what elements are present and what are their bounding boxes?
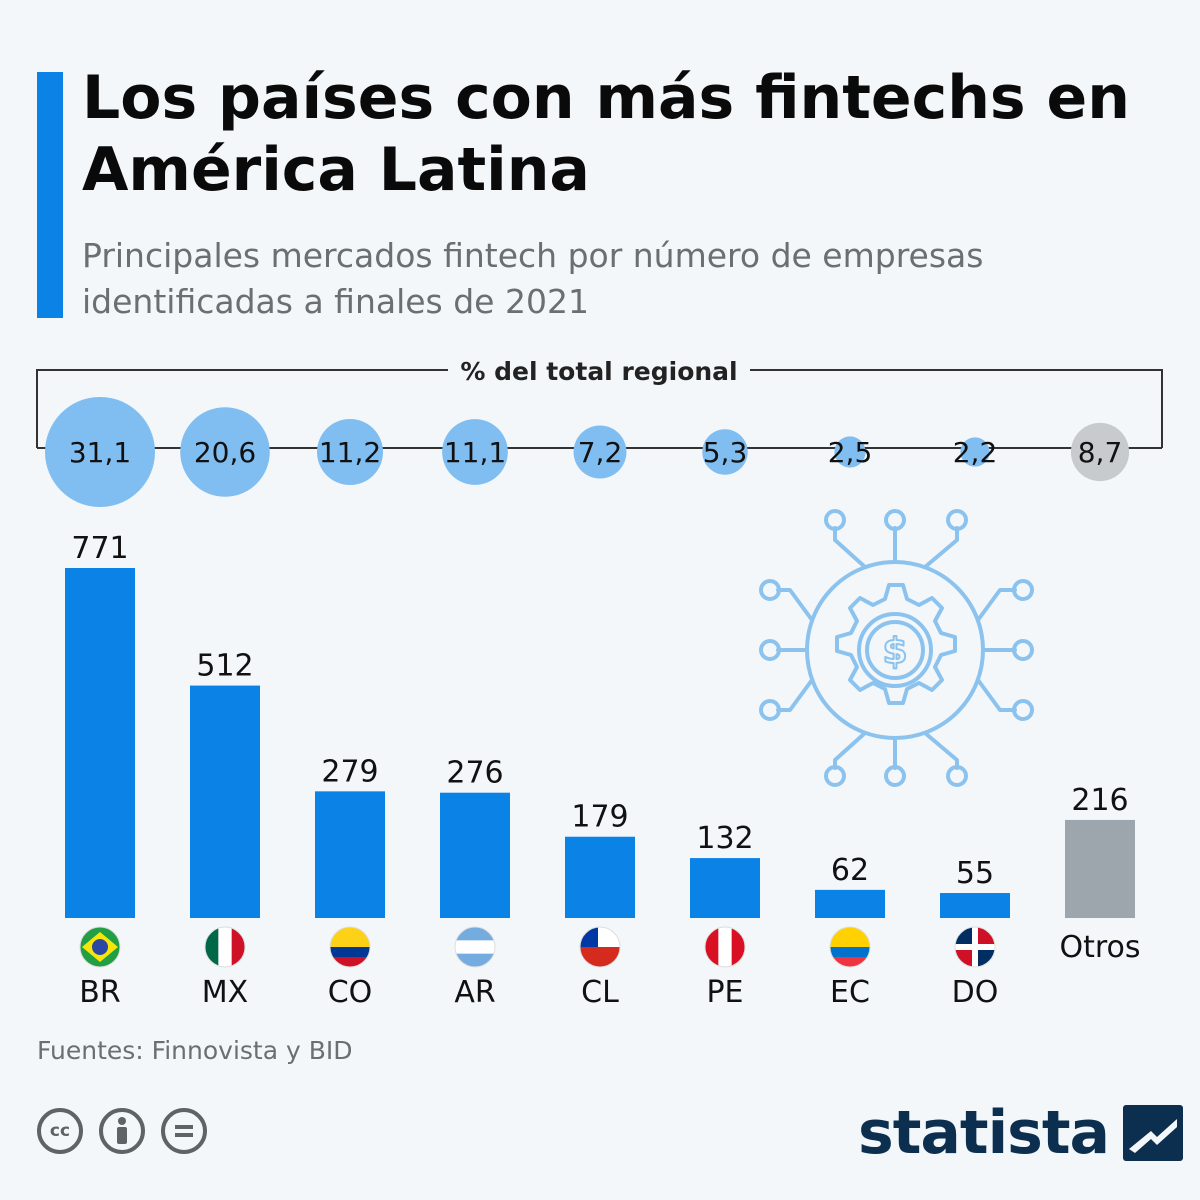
flag-pe-icon <box>704 926 746 968</box>
category-label-do: DO <box>952 975 999 1010</box>
percent-bubble-cl <box>573 425 627 479</box>
percent-label-br: 31,1 <box>69 436 131 469</box>
percent-bubble-br <box>45 397 155 507</box>
flags <box>79 926 996 968</box>
percent-bubble-ec <box>834 436 866 468</box>
no-derivatives-icon <box>161 1108 207 1154</box>
percent-bubble-pe <box>702 429 748 475</box>
value-label-ar: 276 <box>446 756 503 791</box>
flag-mx-icon <box>204 926 246 968</box>
percent-label-ar: 11,1 <box>444 436 506 469</box>
bar-chart: % del total regional 31,1 20,6 11,2 11,1 7,2… <box>36 357 1163 1010</box>
bar-ar <box>440 792 510 918</box>
bar-br <box>65 568 135 918</box>
category-label-br: BR <box>79 975 120 1010</box>
value-label-co: 279 <box>321 754 378 789</box>
percent-label-do: 2,2 <box>953 436 998 469</box>
flag-cl-icon <box>579 926 621 968</box>
bar-do <box>940 893 1010 918</box>
page-title: Los países con más fintechs en América L… <box>82 63 1130 205</box>
percent-label-cl: 7,2 <box>578 436 623 469</box>
value-label-do: 55 <box>956 856 994 891</box>
percent-bubble-mx <box>180 407 270 497</box>
category-label-otros: Otros <box>1059 930 1140 965</box>
license-icons: cc <box>37 1108 207 1154</box>
percent-bracket <box>36 369 1163 448</box>
flag-do-icon <box>954 926 996 968</box>
flag-co-icon <box>329 926 371 968</box>
accent-bar <box>37 72 63 318</box>
statista-mark-icon <box>1123 1105 1184 1161</box>
source-note: Fuentes: Finnovista y BID <box>37 1036 353 1065</box>
bar-pe <box>690 858 760 918</box>
category-label-mx: MX <box>202 975 248 1010</box>
bar-ec <box>815 889 885 918</box>
bar-otros <box>1065 819 1135 918</box>
value-label-otros: 216 <box>1071 783 1128 818</box>
percent-label-mx: 20,6 <box>194 436 256 469</box>
value-label-mx: 512 <box>196 649 253 684</box>
category-label-ar: AR <box>454 975 495 1010</box>
category-label-pe: PE <box>706 975 743 1010</box>
svg-text:$: $ <box>882 631 907 672</box>
percent-label-otros: 8,7 <box>1078 436 1123 469</box>
percent-bubbles: 31,1 20,6 11,2 11,1 7,2 5,3 2,5 2,2 8,7 <box>45 397 1130 507</box>
category-labels: BR MX CO AR CL PE EC DO Otros <box>79 930 1140 1010</box>
flag-ec-icon <box>829 926 871 968</box>
percent-header: % del total regional <box>460 357 737 386</box>
percent-bubble-ar <box>442 419 508 485</box>
bar-co <box>315 791 385 918</box>
value-label-pe: 132 <box>696 821 753 856</box>
flag-br-icon <box>79 926 121 968</box>
value-label-br: 771 <box>71 531 128 566</box>
value-label-cl: 179 <box>571 800 628 835</box>
percent-label-pe: 5,3 <box>703 436 748 469</box>
statista-logo[interactable]: statista <box>858 1098 1184 1168</box>
page-subtitle: Principales mercados fintech por número … <box>82 236 984 321</box>
cc-icon: cc <box>37 1108 83 1154</box>
category-label-ec: EC <box>830 975 870 1010</box>
bars: 771 512 279 276 179 132 62 55 216 <box>65 531 1135 918</box>
percent-label-co: 11,2 <box>319 436 381 469</box>
brand-name: statista <box>858 1098 1110 1168</box>
value-label-ec: 62 <box>831 853 869 888</box>
percent-bubble-do <box>960 437 990 467</box>
attribution-icon <box>99 1108 145 1154</box>
bar-cl <box>565 836 635 918</box>
percent-bubble-otros <box>1070 422 1130 482</box>
category-label-cl: CL <box>581 975 619 1010</box>
percent-label-ec: 2,5 <box>828 436 873 469</box>
fintech-gear-dollar-icon: $ <box>759 509 1034 787</box>
percent-bubble-co <box>316 418 384 486</box>
bar-mx <box>190 685 260 918</box>
category-label-co: CO <box>328 975 373 1010</box>
flag-ar-icon <box>454 926 496 968</box>
